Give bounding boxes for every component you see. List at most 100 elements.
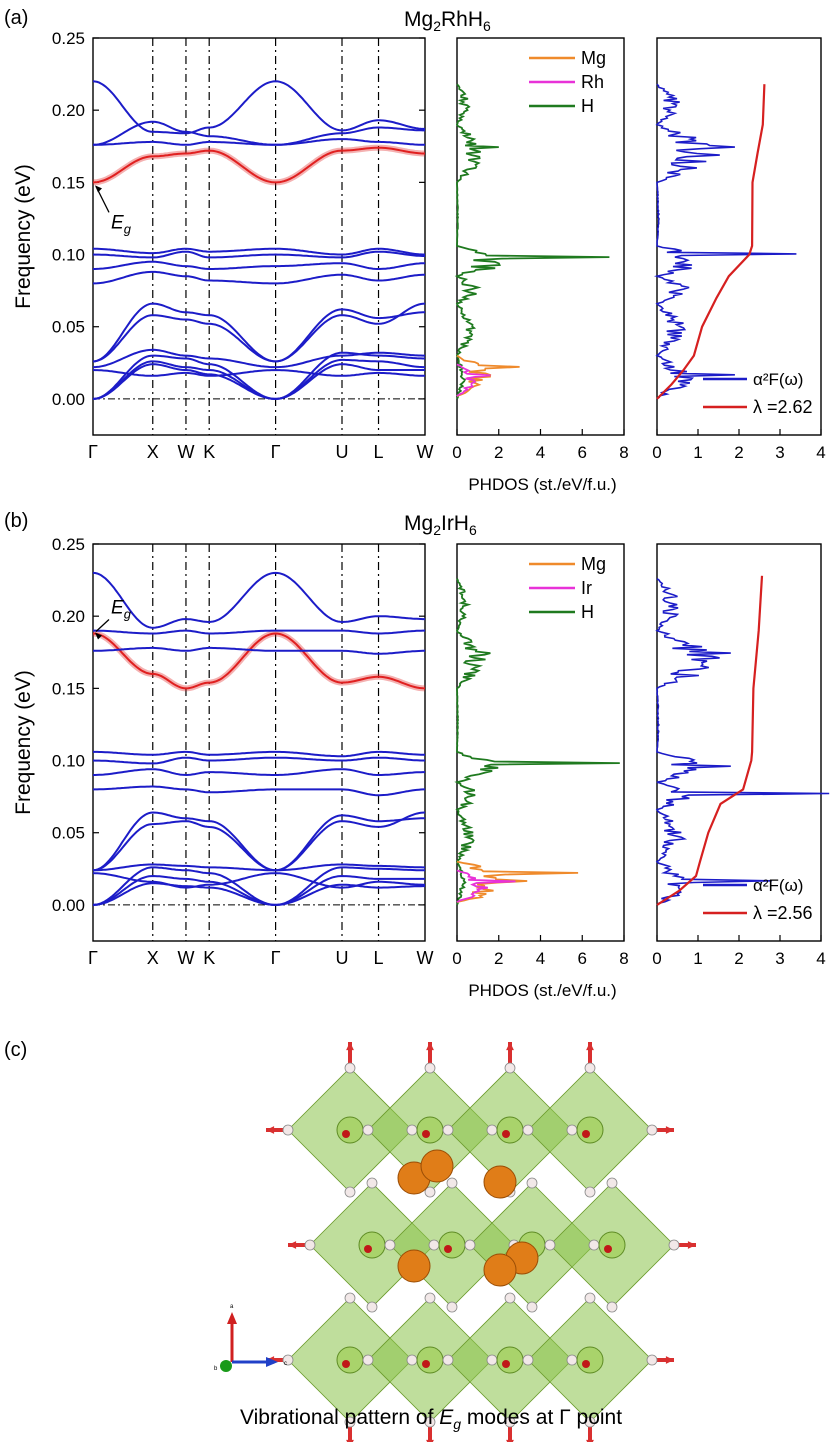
y-tick-label: 0.15 [52, 679, 85, 698]
phonon-band [92, 146, 425, 184]
phonon-band [92, 308, 425, 363]
hydrogen-atom [464, 1239, 476, 1251]
k-point-label: L [374, 948, 384, 968]
vibration-arrowhead [346, 1042, 354, 1051]
panel-0-group: 0.00 0.05 0.10 0.15 0.20 0.25 Frequency (eV) Γ X… [12, 29, 826, 494]
phonon-band [93, 247, 425, 256]
k-point-label: W [177, 442, 194, 462]
y-tick-label: 0.00 [52, 896, 85, 915]
alpha2f-legend-label: α²F(ω) [753, 370, 803, 389]
mg-atom [483, 1165, 517, 1199]
y-tick-label: 0.00 [52, 390, 85, 409]
pdos-legend-label: H [581, 96, 594, 116]
mg-atom [483, 1253, 517, 1287]
k-point-label: W [417, 442, 434, 462]
k-point-label: U [336, 442, 349, 462]
metal-atom [416, 1346, 444, 1374]
lambda-legend-label: λ =2.62 [753, 397, 813, 417]
phonon-band [93, 270, 425, 285]
pdos-h-line [454, 83, 610, 400]
crystal-structure: a b c [214, 1042, 696, 1442]
panel-b-title: Mg2IrH6 [404, 512, 477, 538]
hydrogen-atom [526, 1301, 538, 1313]
hydrogen-atom [384, 1239, 396, 1251]
pdos-legend-label: Mg [581, 48, 606, 68]
hydrogen-atom [522, 1124, 534, 1136]
hydrogen-atom [428, 1239, 440, 1251]
hydrogen-displacement [582, 1130, 590, 1138]
pdos-x-axis-label: PHDOS (st./eV/f.u.) [468, 475, 616, 494]
plots-layer: 0.00 0.05 0.10 0.15 0.20 0.25 Frequency (eV) Γ X… [12, 29, 830, 1000]
vibration-arrowhead [346, 1439, 354, 1442]
hydrogen-atom [606, 1301, 618, 1313]
hydrogen-atom [406, 1354, 418, 1366]
y-tick-label: 0.10 [52, 752, 85, 771]
metal-atom [598, 1231, 626, 1259]
phonon-band [93, 646, 425, 655]
panel-a-title: Mg2RhH6 [404, 8, 491, 34]
alpha2f-line [655, 577, 830, 906]
hydrogen-displacement [502, 1360, 510, 1368]
pdos-legend-label: H [581, 602, 594, 622]
pdos-x-tick-label: 6 [578, 949, 587, 968]
hydrogen-atom [362, 1124, 374, 1136]
hydrogen-atom [646, 1354, 658, 1366]
hydrogen-atom [344, 1062, 356, 1074]
lambda-line [656, 575, 764, 906]
hydrogen-atom [504, 1416, 516, 1428]
hydrogen-displacement [444, 1245, 452, 1253]
hydrogen-displacement [604, 1245, 612, 1253]
eliashberg-x-tick-label: 0 [652, 949, 661, 968]
eliashberg-x-tick-label: 2 [734, 949, 743, 968]
metal-atom [358, 1231, 386, 1259]
y-tick-label: 0.20 [52, 101, 85, 120]
metal-atom [576, 1346, 604, 1374]
axis-b-label: b [214, 1366, 218, 1372]
y-tick-label: 0.15 [52, 173, 85, 192]
pdos-metal-line [456, 363, 491, 397]
hydrogen-displacement [364, 1245, 372, 1253]
hydrogen-atom [606, 1177, 618, 1189]
eliashberg-x-tick-label: 3 [775, 443, 784, 462]
pdos-x-tick-label: 0 [452, 949, 461, 968]
pdos-x-tick-label: 4 [536, 443, 545, 462]
y-tick-label: 0.05 [52, 318, 85, 337]
eliashberg-x-tick-label: 1 [693, 443, 702, 462]
phonon-band [93, 120, 425, 146]
phonon-band [92, 814, 425, 872]
hydrogen-atom [282, 1354, 294, 1366]
eliashberg-x-tick-label: 4 [816, 443, 825, 462]
hydrogen-atom [446, 1177, 458, 1189]
vibration-arrowhead [288, 1241, 297, 1249]
metal-atom [496, 1116, 524, 1144]
phonon-band [92, 863, 425, 872]
phonon-band [93, 260, 425, 270]
phonon-band [92, 250, 425, 259]
k-point-label: L [374, 442, 384, 462]
metal-atom [576, 1116, 604, 1144]
phonon-band [93, 750, 425, 758]
phonon-band [93, 768, 425, 777]
pdos-x-axis-label: PHDOS (st./eV/f.u.) [468, 981, 616, 1000]
hydrogen-atom [304, 1239, 316, 1251]
axis-a-label: a [230, 1304, 234, 1310]
hydrogen-atom [566, 1124, 578, 1136]
y-tick-label: 0.10 [52, 246, 85, 265]
hydrogen-atom [486, 1124, 498, 1136]
hydrogen-atom [522, 1354, 534, 1366]
k-point-label: Γ [88, 948, 98, 968]
lambda-line [656, 84, 766, 400]
hydrogen-atom [282, 1124, 294, 1136]
pdos-legend-label: Rh [581, 72, 604, 92]
metal-atom [416, 1116, 444, 1144]
hydrogen-atom [486, 1354, 498, 1366]
axis-c-head [266, 1357, 278, 1367]
hydrogen-displacement [342, 1130, 350, 1138]
vibration-arrowhead [426, 1439, 434, 1442]
phonon-band [92, 368, 425, 377]
y-axis-label: Frequency (eV) [12, 164, 35, 309]
pdos-x-tick-label: 2 [494, 443, 503, 462]
eg-arrowhead [95, 185, 102, 193]
phonon-band [93, 785, 425, 797]
